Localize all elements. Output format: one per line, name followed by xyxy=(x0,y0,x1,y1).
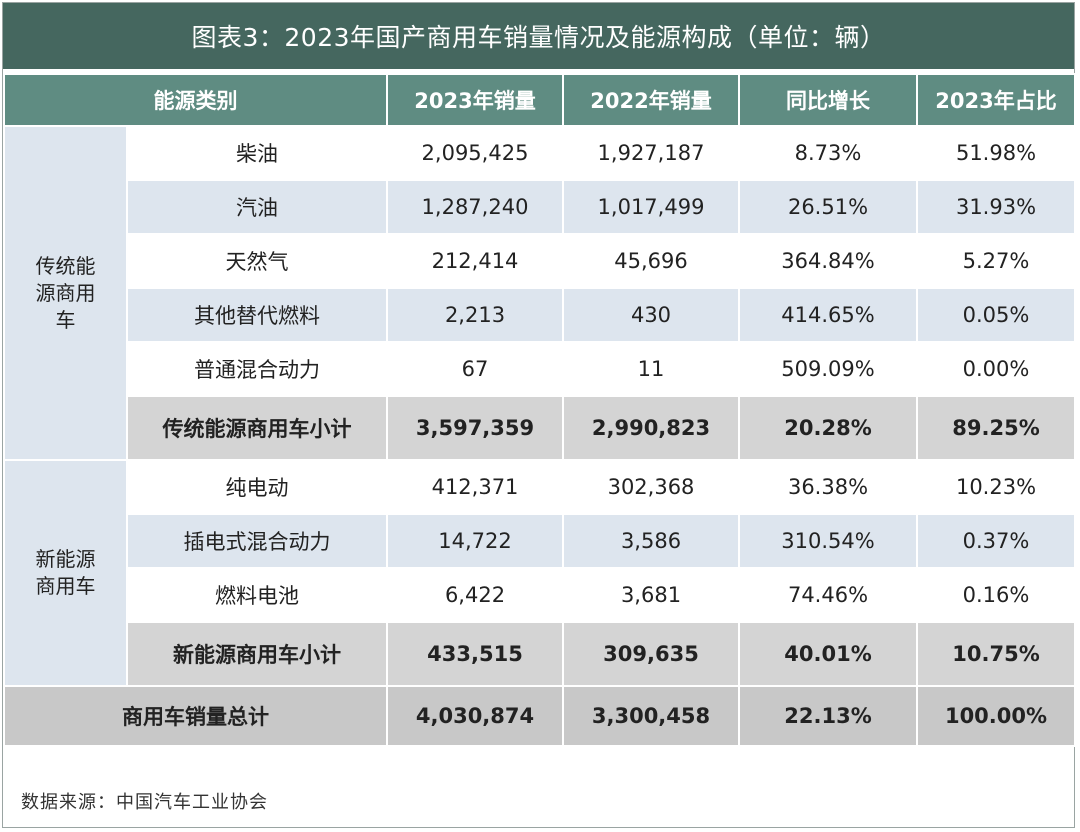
subtotal-label: 新能源商用车小计 xyxy=(126,621,388,687)
value-cell-sales-2022: 3,586 xyxy=(562,513,740,569)
subtotal-cell-share-2023: 89.25% xyxy=(916,395,1076,461)
group-label-line: 商用车 xyxy=(35,574,96,598)
source-note: 数据来源：中国汽车工业协会 xyxy=(21,792,268,813)
energy-type-cell: 插电式混合动力 xyxy=(126,513,388,569)
total-cell-yoy: 22.13% xyxy=(738,685,918,747)
total-cell-sales-2022: 3,300,458 xyxy=(562,685,740,747)
total-label: 商用车销量总计 xyxy=(3,685,388,747)
value-cell-sales-2022: 1,017,499 xyxy=(562,179,740,235)
value-cell-yoy: 8.73% xyxy=(738,125,918,181)
value-cell-yoy: 509.09% xyxy=(738,341,918,397)
sales-table: 能源类别 2023年销量 2022年销量 同比增长 2023年占比 传统能 源商用… xyxy=(3,73,1076,747)
subtotal-label: 传统能源商用车小计 xyxy=(126,395,388,461)
value-cell-share-2023: 0.05% xyxy=(916,287,1076,343)
group-label-line: 传统能 xyxy=(35,253,96,278)
value-cell-sales-2022: 11 xyxy=(562,341,740,397)
value-cell-sales-2023: 1,287,240 xyxy=(386,179,564,235)
value-cell-share-2023: 10.23% xyxy=(916,459,1076,515)
value-cell-yoy: 74.46% xyxy=(738,567,918,623)
table-row: 汽油 1,287,240 1,017,499 26.51% 31.93% xyxy=(4,179,1076,235)
energy-type-cell: 普通混合动力 xyxy=(126,341,388,397)
value-cell-share-2023: 31.93% xyxy=(916,179,1076,235)
value-cell-yoy: 414.65% xyxy=(738,287,918,343)
subtotal-cell-sales-2022: 2,990,823 xyxy=(562,395,740,461)
subtotal-row: 新能源商用车小计 433,515 309,635 40.01% 10.75% xyxy=(4,621,1076,687)
table-row: 插电式混合动力 14,722 3,586 310.54% 0.37% xyxy=(4,513,1076,569)
group-label: 传统能 源商用车 xyxy=(3,125,128,461)
table-body: 传统能 源商用车柴油 2,095,425 1,927,187 8.73% 51.98% 汽油… xyxy=(3,125,1076,747)
total-cell-sales-2023: 4,030,874 xyxy=(386,685,564,747)
value-cell-sales-2023: 212,414 xyxy=(386,233,564,289)
subtotal-row: 传统能源商用车小计 3,597,359 2,990,823 20.28% 89.25% xyxy=(4,395,1076,461)
value-cell-sales-2023: 67 xyxy=(386,341,564,397)
table-row: 新能源 商用车 纯电动 412,371 302,368 36.38% 10.23% xyxy=(3,459,1076,687)
table-row: 天然气 212,414 45,696 364.84% 5.27% xyxy=(4,233,1076,289)
table-row: 普通混合动力 67 11 509.09% 0.00% xyxy=(4,341,1076,397)
figure-title: 图表3：2023年国产商用车销量情况及能源构成（单位：辆） xyxy=(3,3,1074,69)
value-cell-sales-2023: 412,371 xyxy=(386,459,564,515)
group-label: 新能源 商用车 xyxy=(3,459,128,687)
table-row: 传统能 源商用车柴油 2,095,425 1,927,187 8.73% 51.98% xyxy=(3,125,1076,461)
header-category: 能源类别 xyxy=(3,73,388,127)
value-cell-yoy: 26.51% xyxy=(738,179,918,235)
value-cell-share-2023: 0.16% xyxy=(916,567,1076,623)
value-cell-sales-2022: 45,696 xyxy=(562,233,740,289)
value-cell-sales-2023: 2,213 xyxy=(386,287,564,343)
header-sales-2023: 2023年销量 xyxy=(386,73,564,127)
subtotal-cell-yoy: 20.28% xyxy=(738,395,918,461)
energy-type-cell: 纯电动 xyxy=(126,459,388,515)
subtotal-cell-yoy: 40.01% xyxy=(738,621,918,687)
table-row: 其他替代燃料 2,213 430 414.65% 0.05% xyxy=(4,287,1076,343)
value-cell-yoy: 310.54% xyxy=(738,513,918,569)
subtotal-cell-share-2023: 10.75% xyxy=(916,621,1076,687)
group-label-line: 车 xyxy=(55,307,76,332)
group-label-line: 新能源 xyxy=(35,547,96,571)
subtotal-cell-sales-2023: 433,515 xyxy=(386,621,564,687)
value-cell-share-2023: 0.00% xyxy=(916,341,1076,397)
table-header-row: 能源类别 2023年销量 2022年销量 同比增长 2023年占比 xyxy=(3,73,1076,127)
table-row: 燃料电池 6,422 3,681 74.46% 0.16% xyxy=(4,567,1076,623)
value-cell-yoy: 364.84% xyxy=(738,233,918,289)
header-share-2023: 2023年占比 xyxy=(916,73,1076,127)
total-row: 商用车销量总计 4,030,874 3,300,458 22.13% 100.00% xyxy=(3,685,1076,747)
value-cell-sales-2022: 430 xyxy=(562,287,740,343)
value-cell-share-2023: 51.98% xyxy=(916,125,1076,181)
energy-type-cell: 柴油 xyxy=(126,125,388,181)
energy-type-cell: 汽油 xyxy=(126,179,388,235)
value-cell-sales-2023: 2,095,425 xyxy=(386,125,564,181)
energy-type-cell: 天然气 xyxy=(126,233,388,289)
value-cell-share-2023: 5.27% xyxy=(916,233,1076,289)
energy-type-cell: 其他替代燃料 xyxy=(126,287,388,343)
group-label-line: 源商用 xyxy=(35,280,96,305)
subtotal-cell-sales-2022: 309,635 xyxy=(562,621,740,687)
total-cell-share-2023: 100.00% xyxy=(916,685,1076,747)
energy-type-cell: 燃料电池 xyxy=(126,567,388,623)
value-cell-sales-2023: 6,422 xyxy=(386,567,564,623)
value-cell-sales-2022: 3,681 xyxy=(562,567,740,623)
value-cell-yoy: 36.38% xyxy=(738,459,918,515)
value-cell-sales-2023: 14,722 xyxy=(386,513,564,569)
value-cell-sales-2022: 1,927,187 xyxy=(562,125,740,181)
value-cell-share-2023: 0.37% xyxy=(916,513,1076,569)
header-yoy: 同比增长 xyxy=(738,73,918,127)
subtotal-cell-sales-2023: 3,597,359 xyxy=(386,395,564,461)
value-cell-sales-2022: 302,368 xyxy=(562,459,740,515)
header-sales-2022: 2022年销量 xyxy=(562,73,740,127)
